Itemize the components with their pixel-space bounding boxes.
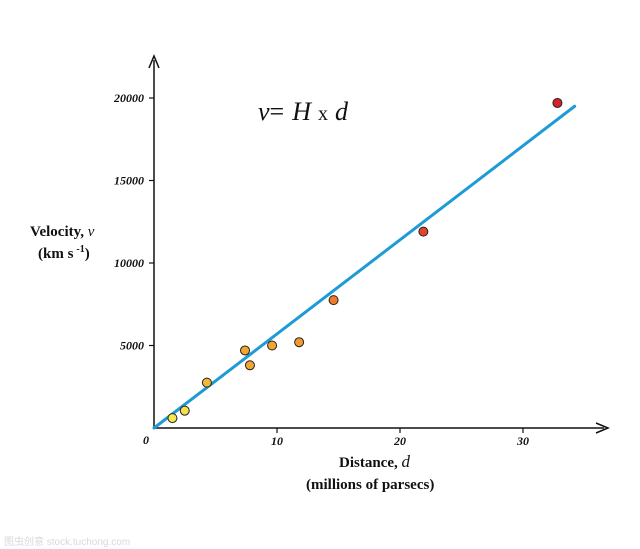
data-point	[418, 226, 429, 237]
y-axis-label: Velocity, v	[30, 224, 95, 240]
data-point	[240, 345, 251, 356]
data-point	[552, 97, 563, 108]
y-units-exp: -1	[76, 244, 84, 255]
x-ticks: 10 20 30	[271, 428, 529, 448]
data-point	[267, 340, 278, 351]
y-ticks: 5000 10000 15000 20000	[113, 91, 154, 353]
y-units-close: )	[85, 246, 90, 262]
x-axis-arrowhead	[595, 422, 610, 434]
x-tick-label: 10	[271, 434, 283, 448]
y-tick-label: 5000	[120, 339, 144, 353]
data-point	[167, 413, 178, 424]
equation-equals: =	[270, 97, 285, 126]
y-axis-units: (km s -1)	[38, 244, 90, 262]
x-axis-units: (millions of parsecs)	[306, 477, 434, 493]
data-point	[328, 295, 339, 306]
x-label-var: d	[402, 452, 411, 471]
y-units-text: (km s	[38, 246, 74, 262]
data-point	[201, 377, 212, 388]
data-points	[167, 97, 563, 424]
fit-line	[152, 104, 577, 430]
equation-v: v	[258, 97, 270, 126]
origin-label: 0	[143, 433, 149, 447]
y-tick-label: 20000	[113, 91, 144, 105]
x-tick-label: 30	[516, 434, 529, 448]
data-point	[294, 337, 305, 348]
y-label-text: Velocity,	[30, 224, 88, 240]
watermark: 图虫创意 stock.tuchong.com	[4, 535, 130, 548]
y-tick-label: 15000	[114, 174, 144, 188]
data-point	[244, 360, 255, 371]
y-label-var: v	[88, 224, 95, 240]
equation-d: d	[335, 97, 349, 126]
equation-times: x	[318, 103, 328, 125]
y-tick-label: 10000	[114, 256, 144, 270]
data-point	[179, 405, 190, 416]
y-axis-arrowhead	[148, 54, 160, 69]
x-tick-label: 20	[393, 434, 406, 448]
x-label-text: Distance,	[339, 455, 402, 471]
equation-h: H	[291, 97, 312, 126]
x-axis-label: Distance, d	[339, 452, 411, 471]
